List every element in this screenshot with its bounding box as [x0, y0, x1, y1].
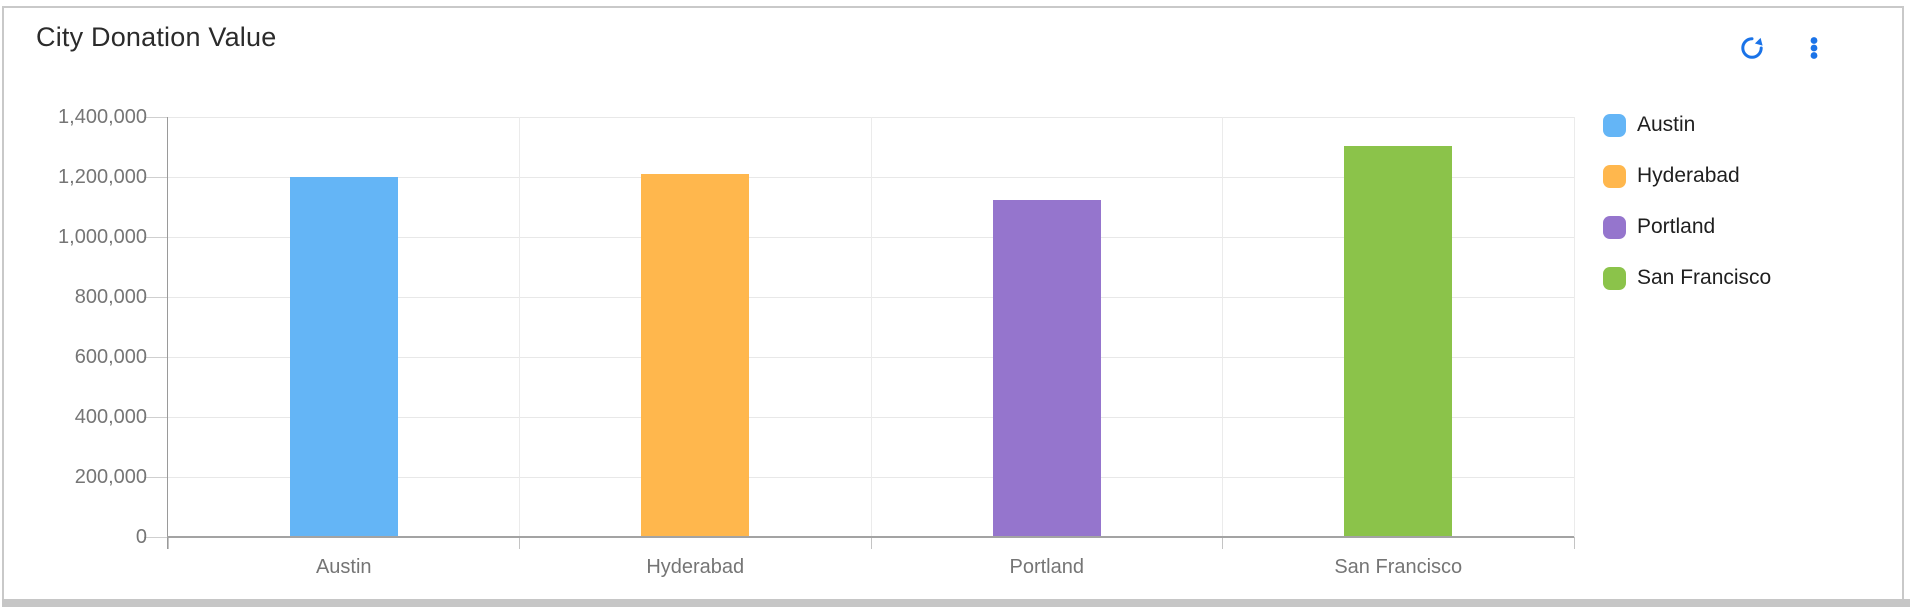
y-axis-tick-label: 1,400,000	[58, 106, 147, 128]
legend-label: San Francisco	[1637, 266, 1772, 289]
legend-swatch	[1603, 164, 1626, 188]
x-axis-tick	[167, 537, 169, 549]
y-axis-tick-label: 800,000	[74, 286, 147, 308]
legend-label: Austin	[1637, 113, 1696, 136]
refresh-button[interactable]	[1732, 28, 1772, 68]
gridline-vertical	[519, 117, 520, 537]
x-axis-tick	[519, 537, 520, 549]
x-axis-line	[167, 536, 1574, 538]
bar-san-francisco[interactable]	[1344, 145, 1453, 536]
refresh-icon	[1738, 34, 1766, 62]
card-bottom-edge	[2, 599, 1910, 607]
legend-item-hyderabad[interactable]: Hyderabad	[1603, 164, 1771, 188]
x-axis-category-label: Hyderabad	[646, 556, 745, 578]
y-axis-tick-label: 1,000,000	[58, 226, 147, 248]
y-axis-tick	[144, 416, 168, 418]
bar-portland[interactable]	[992, 199, 1101, 536]
y-axis-tick-label: 400,000	[74, 406, 147, 428]
chart-legend: Austin Hyderabad Portland San Francisco	[1603, 113, 1771, 317]
kebab-menu-icon	[1800, 34, 1828, 62]
legend-item-austin[interactable]: Austin	[1603, 113, 1771, 137]
bar-hyderabad[interactable]	[641, 174, 750, 536]
y-axis-tick	[144, 476, 168, 478]
legend-label: Portland	[1637, 215, 1716, 238]
legend-swatch	[1603, 113, 1626, 137]
y-axis-tick-label: 1,200,000	[58, 166, 147, 188]
y-axis-tick	[144, 296, 168, 298]
legend-item-portland[interactable]: Portland	[1603, 215, 1771, 239]
gridline-vertical	[1573, 117, 1575, 537]
x-axis-category-label: San Francisco	[1334, 556, 1463, 578]
x-axis-tick	[870, 537, 872, 549]
legend-label: Hyderabad	[1637, 164, 1740, 187]
more-options-button[interactable]	[1794, 28, 1834, 68]
legend-swatch	[1603, 215, 1626, 239]
gridline-vertical	[870, 117, 872, 537]
y-axis-tick-label: 200,000	[74, 466, 147, 488]
x-axis-category-label: Austin	[315, 556, 372, 578]
y-axis-tick	[144, 236, 168, 238]
y-axis-tick	[144, 356, 168, 358]
legend-swatch	[1603, 266, 1626, 290]
y-axis-tick	[144, 176, 168, 178]
x-axis-tick	[1222, 537, 1223, 549]
bar-austin[interactable]	[289, 177, 398, 536]
legend-item-san-francisco[interactable]: San Francisco	[1603, 266, 1771, 290]
y-axis-tick	[144, 116, 168, 118]
x-axis-category-label: Portland	[1009, 556, 1085, 578]
y-axis-tick-label: 600,000	[74, 346, 147, 368]
y-axis-line	[167, 117, 168, 549]
x-axis-tick	[1573, 537, 1575, 549]
page-title: City Donation Value	[36, 22, 277, 52]
y-axis-tick	[144, 536, 168, 538]
gridline-vertical	[1222, 117, 1223, 537]
y-axis-tick-label: 0	[135, 526, 147, 548]
